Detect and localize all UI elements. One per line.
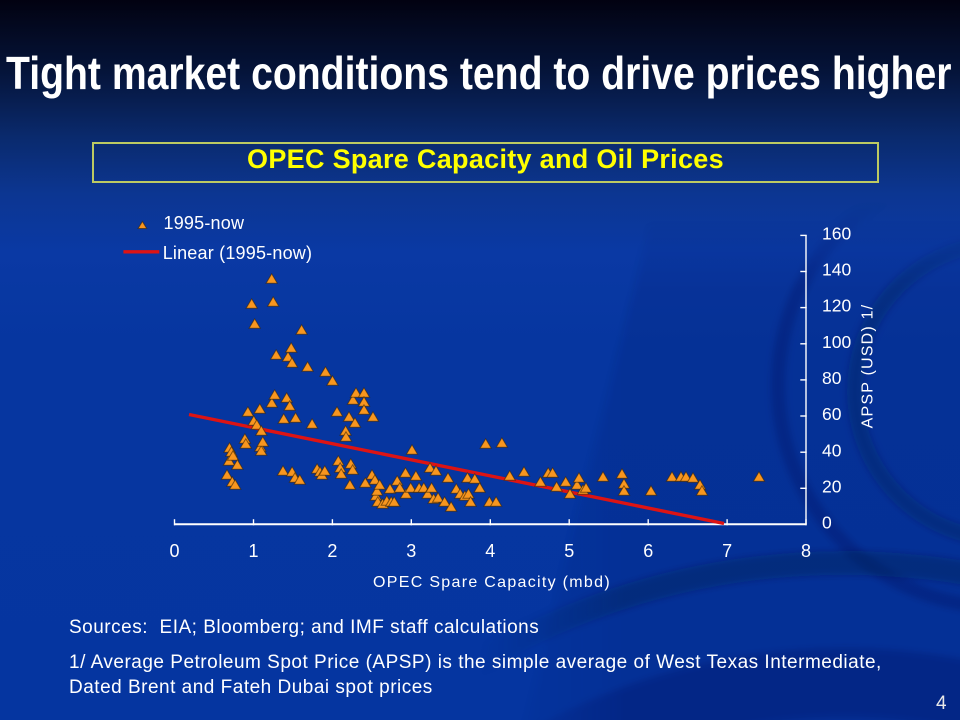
svg-text:OPEC Spare Capacity (mbd): OPEC Spare Capacity (mbd) [373,574,611,591]
svg-text:APSP (USD) 1/: APSP (USD) 1/ [860,304,877,429]
svg-text:3: 3 [406,541,416,561]
svg-text:0: 0 [822,513,832,533]
svg-text:140: 140 [822,260,851,280]
svg-text:6: 6 [643,541,653,561]
svg-text:4: 4 [485,541,495,561]
svg-text:8: 8 [801,541,811,561]
svg-text:7: 7 [722,541,732,561]
svg-text:20: 20 [822,476,842,496]
svg-text:60: 60 [822,404,842,424]
svg-text:1995-now: 1995-now [164,213,245,233]
svg-text:2: 2 [327,541,337,561]
svg-text:5: 5 [564,541,574,561]
svg-text:120: 120 [822,296,851,316]
svg-text:40: 40 [822,440,842,460]
svg-text:Linear (1995-now): Linear (1995-now) [163,243,312,263]
svg-text:160: 160 [822,224,851,244]
svg-text:1: 1 [248,541,258,561]
svg-text:100: 100 [822,332,851,352]
svg-text:0: 0 [169,541,179,561]
svg-text:80: 80 [822,368,842,388]
